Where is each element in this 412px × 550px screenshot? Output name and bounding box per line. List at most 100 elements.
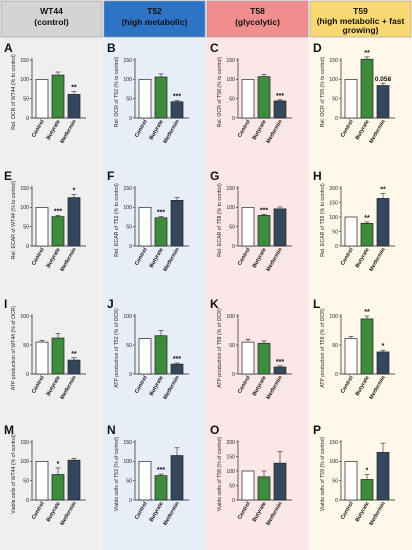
y-tick-label: 0	[26, 244, 29, 250]
y-tick-label: 200	[226, 440, 235, 446]
y-tick-label: 200	[329, 186, 338, 192]
panel-letter: N	[107, 423, 116, 437]
bar-metformin	[170, 455, 184, 501]
y-axis-label: Rel. ECAR of T52 (% to control)	[114, 183, 120, 257]
y-tick-label: 150	[329, 440, 338, 446]
bar-butyrate	[257, 476, 271, 501]
column-background	[0, 0, 103, 550]
column-subtitle: (glycolytic)	[235, 17, 280, 27]
bar-butyrate	[51, 337, 65, 375]
bar-butyrate	[154, 475, 168, 501]
bar-control	[344, 78, 358, 119]
y-tick-label: 100	[226, 469, 235, 475]
panel-letter: M	[4, 423, 14, 437]
bar-metformin	[67, 94, 81, 119]
panel-letter: E	[4, 169, 12, 183]
significance-label: ***	[157, 210, 165, 217]
bar-butyrate	[154, 335, 168, 375]
significance-label: ***	[173, 94, 181, 101]
y-tick-label: 100	[20, 314, 29, 320]
significance-label: ***	[260, 207, 268, 214]
bar-metformin	[170, 363, 184, 375]
y-axis-label: Viable cells of T59 (% of control)	[320, 436, 326, 511]
significance-label: **	[71, 351, 77, 358]
y-tick-label: 0	[129, 498, 132, 504]
y-tick-label: 50	[23, 224, 29, 230]
column-header	[103, 0, 206, 38]
column-title: T52	[147, 6, 162, 16]
y-tick-label: 100	[329, 215, 338, 221]
significance-label: ***	[276, 93, 284, 100]
significance-label: *	[73, 188, 76, 195]
panel-letter: L	[313, 297, 320, 311]
y-tick-label: 150	[20, 440, 29, 446]
y-tick-label: 150	[123, 440, 132, 446]
column-background	[206, 0, 309, 550]
panel-letter: A	[4, 41, 13, 55]
y-axis-label: Viable cells of T58 (% of control)	[217, 436, 223, 511]
y-tick-label: 100	[226, 205, 235, 211]
bar-metformin	[376, 351, 390, 375]
y-tick-label: 50	[332, 343, 338, 349]
bar-control	[241, 206, 255, 247]
bar-control	[138, 78, 152, 119]
y-tick-label: 50	[126, 478, 132, 484]
bar-control	[241, 341, 255, 375]
column-subtitle: (control)	[34, 17, 69, 27]
panel-letter: F	[107, 169, 114, 183]
y-tick-label: 0	[26, 498, 29, 504]
panel-letter: I	[4, 297, 7, 311]
bar-control	[344, 338, 358, 375]
significance-label: **	[71, 85, 77, 92]
bar-control	[35, 78, 49, 119]
y-tick-label: 0	[232, 244, 235, 250]
y-tick-label: 0	[129, 244, 132, 250]
y-axis-label: Viable cells of T52 (% of control)	[114, 436, 120, 511]
y-tick-label: 0	[335, 498, 338, 504]
y-tick-label: 150	[123, 186, 132, 192]
bar-butyrate	[51, 74, 65, 119]
column-title: T58	[250, 6, 265, 16]
column-subtitle: (high metabolic)	[122, 17, 188, 27]
y-tick-label: 0	[335, 372, 338, 378]
significance-label: ***	[54, 208, 62, 215]
y-tick-label: 100	[20, 205, 29, 211]
y-tick-label: 0	[232, 116, 235, 122]
column-background	[309, 0, 412, 550]
y-tick-label: 150	[329, 58, 338, 64]
y-tick-label: 50	[229, 224, 235, 230]
panel-letter: G	[210, 169, 219, 183]
y-tick-label: 150	[20, 58, 29, 64]
significance-label: *	[366, 467, 369, 474]
significance-label: ***	[276, 359, 284, 366]
column-header	[206, 0, 309, 38]
bar-metformin	[170, 200, 184, 247]
y-tick-label: 50	[332, 478, 338, 484]
y-tick-label: 100	[226, 77, 235, 83]
panel-letter: C	[210, 41, 219, 55]
y-tick-label: 100	[123, 205, 132, 211]
y-axis-label: Rel. ECAR of T58 (% to control)	[217, 183, 223, 257]
panel-letter: P	[313, 423, 321, 437]
y-tick-label: 150	[329, 200, 338, 206]
y-tick-label: 50	[126, 224, 132, 230]
bar-metformin	[67, 197, 81, 247]
bar-metformin	[67, 459, 81, 501]
bar-metformin	[376, 85, 390, 119]
y-tick-label: 100	[329, 314, 338, 320]
y-tick-label: 50	[126, 96, 132, 102]
bar-butyrate	[154, 76, 168, 119]
bar-butyrate	[154, 217, 168, 247]
y-tick-label: 50	[332, 96, 338, 102]
panel-letter: K	[210, 297, 219, 311]
y-axis-label: ATP production of WT44 (% of OCR)	[11, 305, 17, 390]
column-subtitle: growing)	[343, 25, 379, 35]
y-tick-label: 50	[126, 343, 132, 349]
y-axis-label: Rel. OCR of T52 (% to control)	[114, 56, 120, 127]
bar-control	[35, 460, 49, 501]
bar-metformin	[170, 101, 184, 119]
y-tick-label: 0	[232, 372, 235, 378]
y-tick-label: 0	[129, 116, 132, 122]
